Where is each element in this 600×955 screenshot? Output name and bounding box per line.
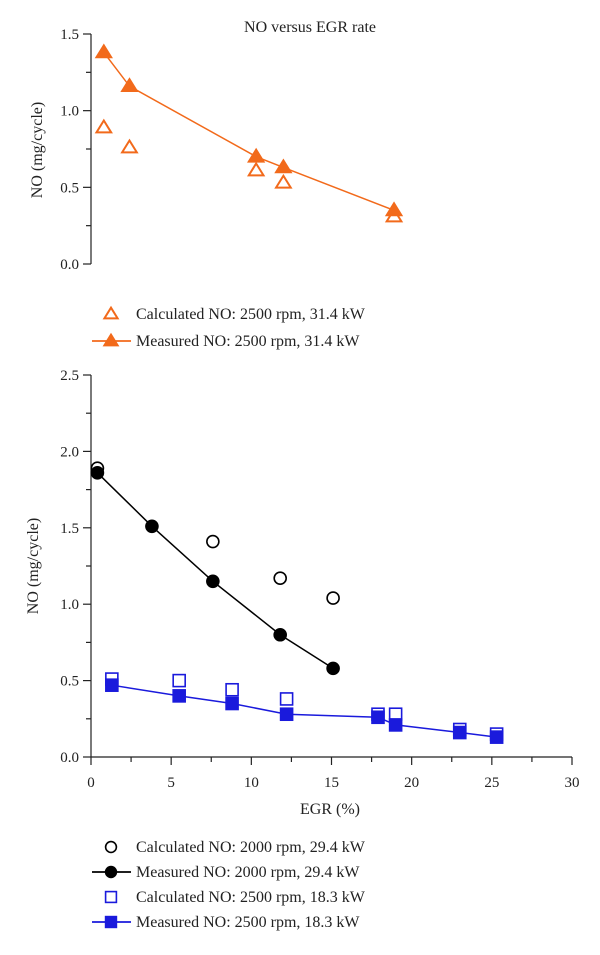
bottom-series-0-point	[206, 534, 220, 549]
top-chart: NO versus EGR rate NO (mg/cycle) 0.0 0.5 1…	[29, 19, 404, 350]
top-y-axis-label: NO (mg/cycle)	[29, 102, 46, 198]
top-y-tick-label: 0.5	[60, 180, 79, 196]
legend-symbol-bottom-0	[104, 840, 118, 854]
bottom-x-axis-label: EGR (%)	[300, 801, 360, 818]
bottom-series-0-point	[326, 591, 340, 605]
bottom-series-1-point	[326, 661, 340, 676]
legend-symbol-top-0	[102, 305, 120, 320]
bottom-y-tick-label: 0.0	[60, 750, 79, 766]
bottom-axes: 0.0 0.5 1.0 1.5 2.0 2.5 0 5 10 15 20 25 30	[60, 368, 579, 791]
legend-label-bottom-2: Calculated NO: 2500 rpm, 18.3 kW	[136, 889, 366, 906]
bottom-series-3-point	[172, 689, 186, 703]
top-series-0-point	[120, 138, 139, 154]
top-series-1-line	[103, 51, 395, 212]
bottom-x-tick-label: 25	[484, 775, 499, 791]
bottom-series-0-point	[273, 571, 287, 586]
bottom-y-tick-label: 1.0	[60, 597, 79, 613]
top-series-0-point	[247, 161, 266, 177]
top-series-0-point	[94, 118, 113, 134]
bottom-series-1-point	[206, 574, 220, 589]
bottom-series-1-line	[96, 472, 334, 670]
bottom-x-tick-label: 5	[167, 775, 175, 791]
bottom-series-1-point	[145, 519, 159, 534]
legend-label-top-1: Measured NO: 2500 rpm, 31.4 kW	[136, 333, 360, 350]
bottom-series-3-point	[371, 710, 385, 725]
top-series-1-point	[120, 77, 139, 93]
top-y-tick-label: 0.0	[60, 257, 79, 273]
bottom-x-tick-label: 20	[404, 775, 419, 791]
top-y-tick-label: 1.5	[60, 27, 79, 43]
bottom-series-2-point	[225, 682, 239, 697]
bottom-y-tick-label: 2.0	[60, 444, 79, 460]
legend-label-bottom-0: Calculated NO: 2000 rpm, 29.4 kW	[136, 839, 366, 856]
legend-symbol-bottom-3	[104, 915, 118, 929]
top-legend: Calculated NO: 2500 rpm, 31.4 kW Measure…	[92, 305, 366, 350]
legend-label-bottom-1: Measured NO: 2000 rpm, 29.4 kW	[136, 864, 360, 881]
bottom-y-axis-label: NO (mg/cycle)	[25, 518, 42, 614]
bottom-series-3-point	[489, 730, 504, 744]
bottom-series-3-point	[225, 696, 239, 711]
top-axes: 0.0 0.5 1.0 1.5	[60, 27, 92, 273]
top-series-1-point	[94, 43, 113, 59]
bottom-x-tick-label: 10	[244, 775, 259, 791]
bottom-marks	[90, 461, 504, 744]
legend-symbol-bottom-2	[104, 890, 118, 904]
bottom-series-1-point	[90, 465, 105, 480]
bottom-series-3-point	[105, 678, 119, 692]
bottom-x-tick-label: 15	[324, 775, 339, 791]
top-series-1-point	[274, 158, 293, 174]
bottom-series-3-line	[111, 684, 497, 738]
bottom-legend: Calculated NO: 2000 rpm, 29.4 kW Measure…	[92, 839, 366, 931]
top-series-0-point	[274, 173, 293, 189]
bottom-series-3-point	[279, 707, 294, 722]
top-marks	[94, 43, 404, 223]
top-series-1-point	[247, 147, 266, 163]
top-y-tick-label: 1.0	[60, 104, 79, 120]
legend-label-top-0: Calculated NO: 2500 rpm, 31.4 kW	[136, 306, 366, 323]
legend-symbol-top-1	[102, 332, 120, 347]
bottom-x-tick-label: 0	[87, 775, 95, 791]
top-chart-title: NO versus EGR rate	[244, 19, 376, 36]
bottom-series-2-point	[279, 692, 294, 706]
bottom-y-tick-label: 2.5	[60, 368, 79, 384]
bottom-x-tick-label: 30	[565, 775, 580, 791]
bottom-y-tick-label: 1.5	[60, 521, 79, 537]
top-series-1-point	[384, 201, 404, 217]
bottom-chart: NO (mg/cycle) EGR (%) 0.0 0.5 1.0 1.5 2.0 2.5…	[25, 368, 580, 931]
bottom-series-3-point	[388, 718, 403, 732]
bottom-y-tick-label: 0.5	[60, 674, 79, 690]
legend-label-bottom-3: Measured NO: 2500 rpm, 18.3 kW	[136, 914, 360, 931]
bottom-series-2-point	[172, 673, 186, 688]
legend-symbol-bottom-1	[104, 865, 118, 879]
bottom-series-3-point	[452, 725, 467, 740]
bottom-series-1-point	[273, 627, 287, 642]
